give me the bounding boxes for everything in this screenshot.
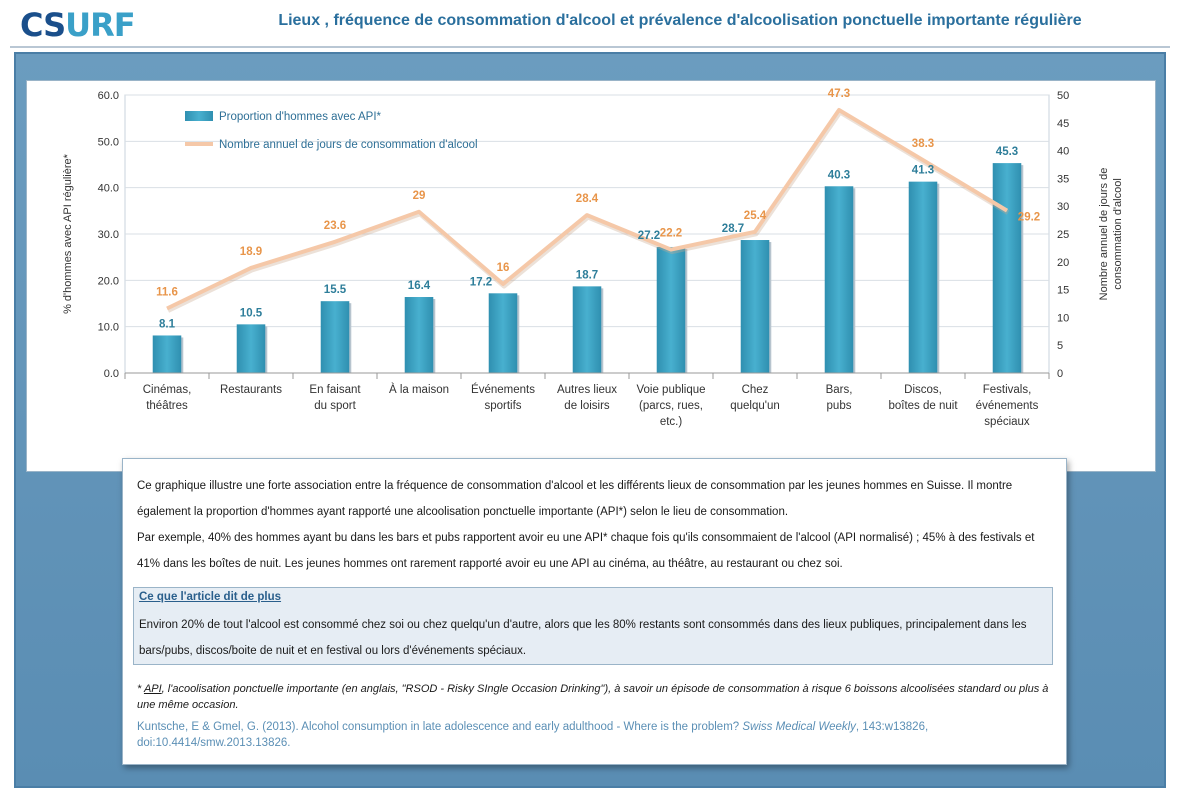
bar bbox=[320, 301, 350, 373]
x-tick-label: Bars, bbox=[826, 384, 853, 396]
page-title: Lieux , fréquence de consommation d'alco… bbox=[278, 12, 1082, 29]
bar-value-label: 17.2 bbox=[470, 276, 492, 288]
x-tick-label: En faisant bbox=[309, 384, 361, 396]
line-value-label: 29.2 bbox=[1018, 212, 1040, 224]
y2-tick-label: 20 bbox=[1057, 257, 1069, 269]
bar-value-label: 27.2 bbox=[638, 230, 660, 242]
x-tick-label: Voie publique bbox=[636, 384, 705, 396]
bar bbox=[908, 181, 938, 373]
y2-tick-label: 25 bbox=[1057, 229, 1069, 241]
bar-value-label: 10.5 bbox=[240, 307, 263, 319]
line-value-label: 47.3 bbox=[828, 88, 850, 100]
bar-value-label: 18.7 bbox=[576, 269, 598, 281]
y2-tick-label: 15 bbox=[1057, 285, 1069, 297]
bar bbox=[824, 186, 854, 373]
article-more-text: Environ 20% de tout l'alcool est consomm… bbox=[139, 619, 1027, 657]
y2-tick-label: 50 bbox=[1057, 90, 1069, 102]
line-value-label: 23.6 bbox=[324, 220, 346, 232]
bar-value-label: 15.5 bbox=[324, 284, 347, 296]
bar bbox=[404, 297, 434, 373]
bar bbox=[992, 163, 1022, 373]
x-tick-label: Cinémas, bbox=[143, 384, 192, 396]
y2-tick-label: 10 bbox=[1057, 312, 1069, 324]
line-value-label: 22.2 bbox=[660, 228, 682, 240]
x-tick-label: spéciaux bbox=[984, 416, 1030, 428]
y2-tick-label: 30 bbox=[1057, 201, 1069, 213]
header-divider bbox=[10, 46, 1170, 48]
x-tick-label: Festivals, bbox=[983, 384, 1032, 396]
bar-value-label: 45.3 bbox=[996, 146, 1018, 158]
legend-bar-label: Proportion d'hommes avec API* bbox=[219, 111, 382, 123]
x-tick-label: Autres lieux bbox=[557, 384, 617, 396]
bar bbox=[656, 246, 686, 373]
bar-value-label: 40.3 bbox=[828, 169, 850, 181]
description-paragraph-2: Par exemple, 40% des hommes ayant bu dan… bbox=[137, 532, 1035, 570]
x-tick-label: Restaurants bbox=[220, 384, 282, 396]
line-value-label: 16 bbox=[497, 262, 510, 274]
y2-axis-title: consommation d'alcool bbox=[1112, 178, 1124, 290]
bar bbox=[572, 286, 602, 373]
y-tick-label: 10.0 bbox=[98, 322, 119, 334]
y2-tick-label: 45 bbox=[1057, 118, 1069, 130]
x-tick-label: quelqu'un bbox=[730, 400, 780, 412]
y-axis-title: % d'hommes avec API régulière* bbox=[62, 153, 74, 314]
x-tick-label: Discos, bbox=[904, 384, 942, 396]
line-value-label: 11.6 bbox=[156, 287, 178, 299]
bar bbox=[488, 293, 518, 373]
chart-container: 0.0 10.0 20.0 30.0 40.0 50.0 60.0 0 5 10 15 20 25 30 3… bbox=[26, 80, 1156, 472]
line-value-label: 38.3 bbox=[912, 138, 934, 150]
bar bbox=[152, 335, 182, 373]
x-tick-label: Chez bbox=[742, 384, 769, 396]
csurf-logo[interactable]: CSURF bbox=[20, 6, 136, 44]
footnote: * API, l'acoolisation ponctuelle importa… bbox=[137, 683, 1049, 711]
y2-tick-label: 40 bbox=[1057, 146, 1069, 158]
x-tick-label: de loisirs bbox=[564, 400, 610, 412]
x-tick-label: boîtes de nuit bbox=[888, 400, 958, 412]
article-more-box: Ce que l'article dit de plus Environ 20%… bbox=[133, 587, 1053, 665]
bar-value-label: 8.1 bbox=[159, 318, 176, 330]
x-tick-label: sportifs bbox=[484, 400, 521, 412]
x-tick-label: théâtres bbox=[146, 400, 188, 412]
article-more-title[interactable]: Ce que l'article dit de plus bbox=[139, 591, 282, 603]
x-tick-label: pubs bbox=[827, 400, 852, 412]
y-tick-label: 30.0 bbox=[98, 229, 119, 241]
header: CSURF Lieux , fréquence de consommation … bbox=[0, 0, 1180, 52]
bar bbox=[236, 324, 266, 373]
x-tick-label: etc.) bbox=[660, 416, 683, 428]
citation-journal: Swiss Medical Weekly bbox=[742, 721, 856, 733]
x-tick-label: Événements bbox=[471, 383, 535, 396]
bar-value-label: 41.3 bbox=[912, 165, 934, 177]
content-panel: 0.0 10.0 20.0 30.0 40.0 50.0 60.0 0 5 10 15 20 25 30 3… bbox=[14, 52, 1166, 788]
bar-value-label: 16.4 bbox=[408, 280, 431, 292]
y-tick-label: 20.0 bbox=[98, 275, 119, 287]
x-tick-label: (parcs, rues, bbox=[639, 400, 703, 412]
footnote-api-term: API bbox=[143, 683, 162, 695]
legend-line-label: Nombre annuel de jours de consommation d… bbox=[219, 139, 478, 151]
x-tick-label: À la maison bbox=[389, 383, 449, 396]
chart: 0.0 10.0 20.0 30.0 40.0 50.0 60.0 0 5 10 15 20 25 30 3… bbox=[62, 88, 1124, 428]
description-paragraph-1: Ce graphique illustre une forte associat… bbox=[137, 480, 1013, 518]
line-value-label: 29 bbox=[413, 190, 426, 202]
line-series bbox=[166, 108, 1009, 311]
bar-value-label: 28.7 bbox=[722, 223, 744, 235]
y-tick-label: 0.0 bbox=[104, 368, 119, 380]
y-tick-label: 40.0 bbox=[98, 183, 119, 195]
x-tick-label: événements bbox=[976, 400, 1039, 412]
x-tick-label: du sport bbox=[314, 400, 356, 412]
line-value-label: 25.4 bbox=[744, 210, 767, 222]
line-value-label: 28.4 bbox=[576, 193, 599, 205]
citation: Kuntsche, E & Gmel, G. (2013). Alcohol c… bbox=[137, 721, 929, 749]
line-value-label: 18.9 bbox=[240, 246, 262, 258]
legend-bar-swatch bbox=[185, 111, 213, 121]
bar bbox=[740, 240, 770, 373]
y2-tick-label: 5 bbox=[1057, 340, 1063, 352]
description-box: Ce graphique illustre une forte associat… bbox=[122, 458, 1067, 765]
y-tick-label: 60.0 bbox=[98, 90, 119, 102]
y-tick-label: 50.0 bbox=[98, 136, 119, 148]
y2-axis-title: Nombre annuel de jours de bbox=[1098, 168, 1110, 301]
y2-tick-label: 0 bbox=[1057, 368, 1063, 380]
y2-tick-label: 35 bbox=[1057, 173, 1069, 185]
